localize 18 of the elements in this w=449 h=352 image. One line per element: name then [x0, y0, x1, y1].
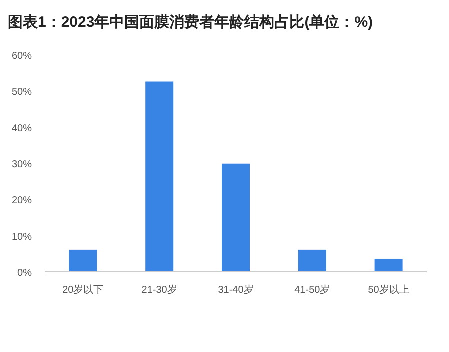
y-tick-label: 10% [12, 232, 32, 243]
bar [69, 250, 98, 272]
y-tick-label: 0% [18, 268, 32, 279]
bar [146, 82, 174, 272]
chart-title: 图表1：2023年中国面膜消费者年龄结构占比(单位：%) [8, 14, 374, 31]
y-tick-label: 30% [12, 160, 32, 170]
x-tick-label: 50岁以上 [368, 284, 410, 296]
bar [298, 250, 326, 272]
bar [374, 258, 403, 272]
x-tick-label: 20岁以下 [62, 284, 104, 296]
x-tick-label: 21-30岁 [142, 284, 178, 296]
bar [222, 164, 250, 272]
x-tick-label: 41-50岁 [294, 284, 330, 296]
y-tick-label: 60% [12, 51, 32, 62]
y-tick-label: 20% [12, 196, 32, 207]
y-tick-label: 50% [12, 87, 32, 98]
y-tick-label: 40% [12, 123, 32, 134]
x-tick-label: 31-40岁 [218, 284, 254, 296]
